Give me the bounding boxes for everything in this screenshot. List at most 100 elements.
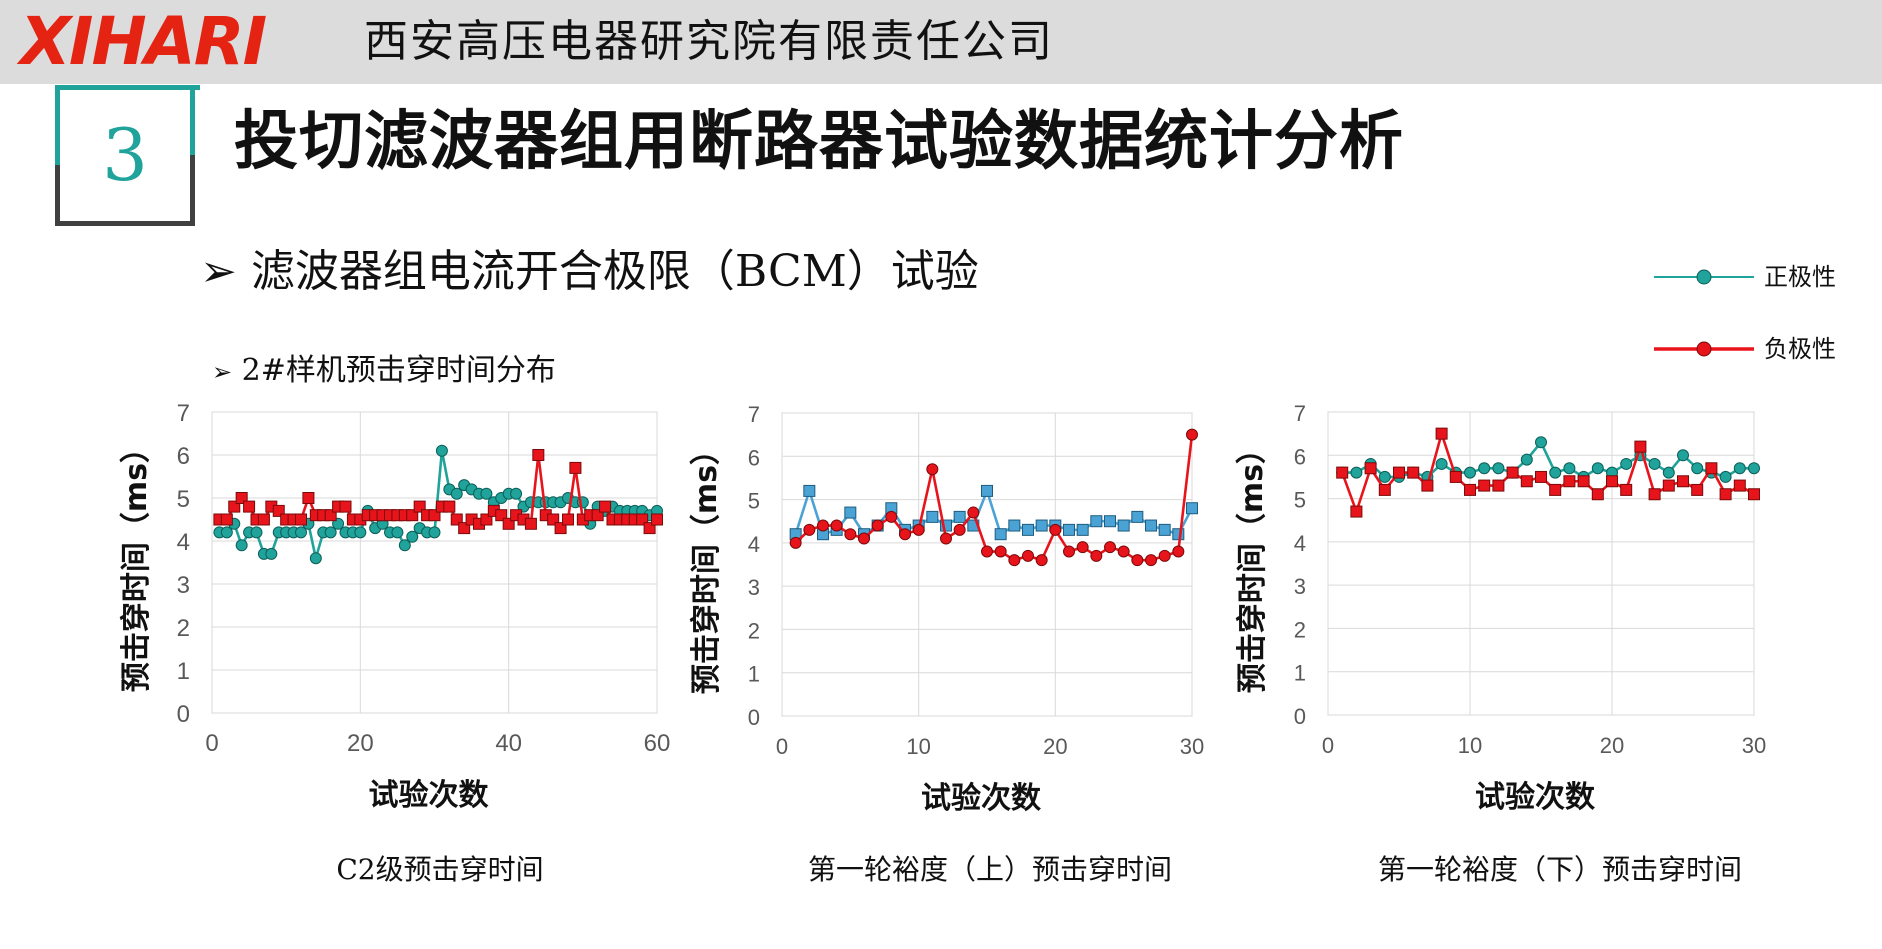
data-point [458,522,471,535]
section-number: 3 [102,113,148,197]
data-point [1145,554,1157,567]
data-point [1520,475,1533,488]
data-point [324,509,337,522]
data-point [235,492,248,504]
y-tick-label: 2 [748,618,760,643]
data-point [1535,436,1547,449]
series-2 [213,449,663,535]
data-point [940,532,952,545]
y-tick-label: 7 [177,400,190,427]
data-point [926,463,939,476]
x-tick-label: 30 [1180,734,1204,759]
data-point [1506,466,1519,479]
y-tick-label: 3 [748,575,760,600]
data-point [1063,523,1075,536]
data-point [651,513,663,526]
data-point [1677,449,1689,462]
data-point [885,510,898,523]
data-point [1620,483,1633,496]
data-point [524,517,537,530]
x-axis-label: 试验次数 [1475,780,1596,815]
series-2 [1336,427,1760,518]
data-point [295,513,307,526]
section-number-box: 3 [55,85,200,226]
x-tick-label: 60 [644,730,671,757]
data-point [1049,523,1062,536]
y-tick-label: 3 [177,572,190,599]
data-point [428,526,441,539]
data-point [250,526,263,539]
y-tick-label: 0 [177,701,190,728]
data-point [235,539,248,552]
data-point [406,509,419,522]
y-tick-label: 2 [177,615,190,642]
y-tick-label: 4 [1294,531,1306,556]
data-point [480,487,493,500]
y-tick-label: 4 [177,529,190,556]
subtitle-sample-text: 2#样机预击穿时间分布 [241,353,556,388]
y-tick-label: 0 [748,705,760,730]
data-point [1648,488,1661,501]
caption-chart-2: 第一轮裕度（上）预击穿时间 [807,853,1172,886]
data-point [435,444,448,457]
data-point [1336,466,1349,479]
data-point [532,449,545,461]
y-axis-label: 预击穿时间（ms） [119,433,154,692]
data-point [1022,549,1034,562]
y-tick-label: 6 [1294,444,1306,469]
data-point [817,519,829,532]
data-point [1117,519,1130,532]
y-axis-label: 预击穿时间（ms） [1235,434,1270,693]
data-point [562,513,574,526]
data-point [1104,515,1116,528]
data-point [554,522,567,535]
y-tick-label: 6 [748,445,760,470]
data-point [510,487,523,500]
data-point [1063,545,1075,558]
x-tick-label: 20 [347,730,374,757]
data-point [830,519,843,532]
chart-3: 0 1 2 3 4 5 6 7 0 10 20 30 试验次数 预击穿时间（ms） [1235,401,1766,815]
y-tick-label: 5 [177,486,190,513]
data-point [1158,523,1171,536]
y-tick-label: 7 [748,402,760,427]
y-tick-label: 4 [748,532,760,557]
data-point [858,532,870,545]
data-point [1748,462,1760,475]
data-point [1421,479,1434,492]
x-tick-label: 30 [1742,733,1766,758]
data-point [1606,475,1618,488]
data-point [1719,488,1732,501]
y-tick-label: 7 [1294,401,1306,426]
x-tick-label: 0 [776,734,788,759]
legend-marker-negative [1654,341,1754,357]
data-point [953,523,966,536]
x-tick-label: 10 [906,734,930,759]
data-point [547,513,560,526]
data-point [413,500,426,513]
data-point [1591,462,1604,475]
data-point [1492,462,1505,475]
data-point [844,506,857,519]
data-point [1478,462,1491,475]
y-tick-label: 5 [748,489,760,514]
data-point [1648,457,1661,470]
data-point [1172,545,1185,558]
data-point [1719,470,1732,483]
subtitle-bcm-text: 滤波器组电流开合极限（BCM）试验 [250,246,979,297]
subtitle-bcm: ➢ 滤波器组电流开合极限（BCM）试验 [200,244,979,300]
data-point [1563,462,1576,475]
data-point [406,530,419,543]
x-tick-label: 20 [1043,734,1067,759]
y-tick-label: 6 [177,443,190,470]
data-point [844,528,857,541]
data-point [599,500,612,513]
y-tick-label: 5 [1294,488,1306,513]
header-bar: XIHARI 西安高压电器研究院有限责任公司 [0,0,1882,84]
data-point [994,545,1007,558]
y-tick-label: 1 [1294,661,1306,686]
data-point [339,500,352,513]
data-point [1577,475,1590,488]
data-point [1131,554,1144,567]
